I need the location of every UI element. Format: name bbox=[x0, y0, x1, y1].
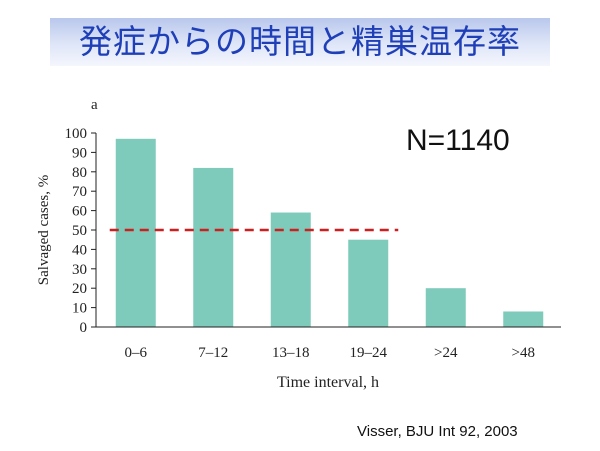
title-banner bbox=[50, 18, 550, 66]
y-tick-group: 0 10 20 30 40 50 60 70 80 90 100 bbox=[65, 126, 96, 336]
bar-5 bbox=[503, 311, 544, 327]
panel-label: a bbox=[91, 97, 98, 113]
y-tick-label: 50 bbox=[72, 223, 87, 239]
citation-text: Visser, BJU Int 92, 2003 bbox=[357, 423, 518, 440]
bar-1 bbox=[193, 167, 234, 327]
y-tick-label: 80 bbox=[72, 165, 87, 181]
x-tick-group: 0–6 7–12 13–18 19–24 >24 >48 bbox=[125, 345, 535, 361]
bar-0 bbox=[115, 138, 156, 327]
y-tick-label: 90 bbox=[72, 145, 87, 161]
y-axis-label: Salvaged cases, % bbox=[36, 175, 52, 285]
x-tick-label: 19–24 bbox=[350, 345, 388, 361]
bar-4 bbox=[425, 288, 466, 327]
y-tick-label: 100 bbox=[65, 126, 88, 142]
y-tick-label: 40 bbox=[72, 242, 87, 258]
bar-group bbox=[115, 138, 544, 327]
x-tick-label: >48 bbox=[512, 345, 535, 361]
y-tick-label: 0 bbox=[80, 320, 88, 336]
y-tick-label: 10 bbox=[72, 301, 87, 317]
y-tick-label: 70 bbox=[72, 184, 87, 200]
x-axis-label: Time interval, h bbox=[277, 374, 379, 391]
x-tick-label: 0–6 bbox=[125, 345, 148, 361]
bar-2 bbox=[270, 212, 311, 327]
sample-size-annotation: N=1140 bbox=[406, 124, 510, 157]
x-tick-label: 7–12 bbox=[198, 345, 228, 361]
x-tick-label: >24 bbox=[434, 345, 458, 361]
y-tick-label: 30 bbox=[72, 262, 87, 278]
x-tick-label: 13–18 bbox=[272, 345, 310, 361]
bar-3 bbox=[348, 239, 389, 327]
y-tick-label: 20 bbox=[72, 281, 87, 297]
y-tick-label: 60 bbox=[72, 204, 87, 220]
slide-title: 発症からの時間と精巣温存率 bbox=[79, 22, 521, 61]
